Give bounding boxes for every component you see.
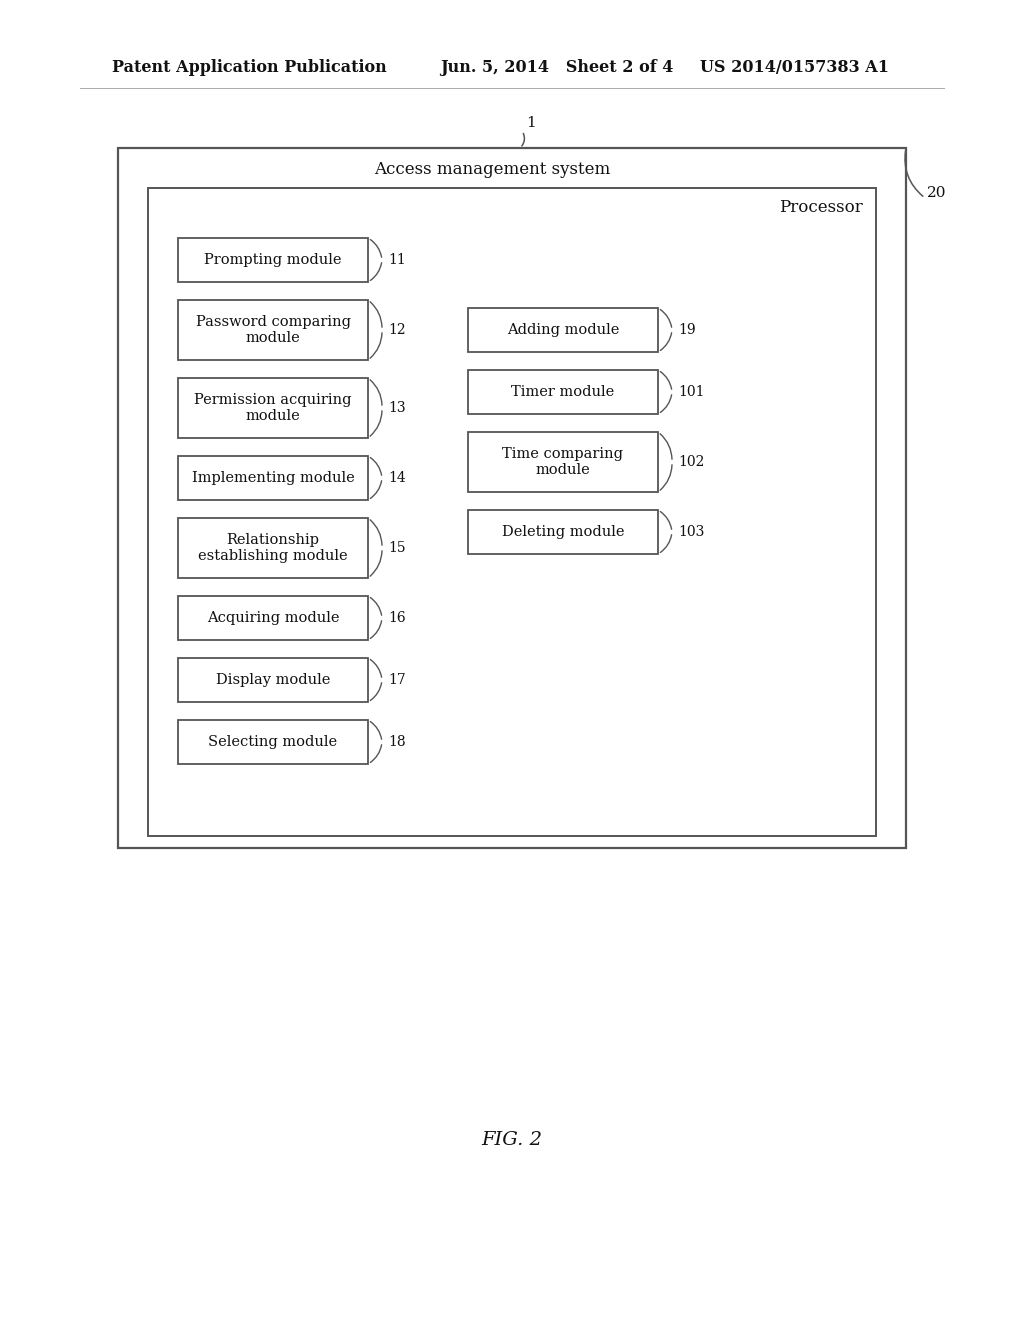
Bar <box>178 455 368 500</box>
Text: Patent Application Publication: Patent Application Publication <box>112 59 387 77</box>
Text: 101: 101 <box>678 385 705 399</box>
Text: 12: 12 <box>388 323 406 337</box>
Bar <box>468 370 658 414</box>
Text: 16: 16 <box>388 611 406 624</box>
Bar <box>178 719 368 764</box>
Text: Permission acquiring
module: Permission acquiring module <box>195 393 352 424</box>
Text: Deleting module: Deleting module <box>502 525 625 539</box>
Text: Acquiring module: Acquiring module <box>207 611 339 624</box>
Bar <box>468 510 658 554</box>
Bar <box>178 300 368 360</box>
Text: 20: 20 <box>927 186 946 201</box>
Text: Access management system: Access management system <box>374 161 610 178</box>
Text: Time comparing
module: Time comparing module <box>503 447 624 477</box>
Text: 19: 19 <box>678 323 695 337</box>
Text: 103: 103 <box>678 525 705 539</box>
Text: Adding module: Adding module <box>507 323 620 337</box>
Bar <box>178 238 368 282</box>
Text: Password comparing
module: Password comparing module <box>196 315 350 345</box>
Text: Implementing module: Implementing module <box>191 471 354 484</box>
Bar <box>148 187 876 836</box>
Text: Processor: Processor <box>779 199 863 216</box>
Bar <box>468 432 658 492</box>
Text: Display module: Display module <box>216 673 330 686</box>
Text: 17: 17 <box>388 673 406 686</box>
Text: FIG. 2: FIG. 2 <box>481 1131 543 1148</box>
Text: Relationship
establishing module: Relationship establishing module <box>199 533 348 564</box>
Text: Timer module: Timer module <box>511 385 614 399</box>
Bar <box>178 657 368 702</box>
Bar <box>468 308 658 352</box>
Text: Selecting module: Selecting module <box>209 735 338 748</box>
Bar <box>118 148 906 847</box>
Text: 15: 15 <box>388 541 406 554</box>
Text: 14: 14 <box>388 471 406 484</box>
Bar <box>178 517 368 578</box>
Text: 1: 1 <box>526 116 536 129</box>
Bar <box>178 378 368 438</box>
Text: 18: 18 <box>388 735 406 748</box>
Text: 13: 13 <box>388 401 406 414</box>
Text: 11: 11 <box>388 253 406 267</box>
Text: Jun. 5, 2014   Sheet 2 of 4: Jun. 5, 2014 Sheet 2 of 4 <box>440 59 674 77</box>
Text: Prompting module: Prompting module <box>204 253 342 267</box>
Bar <box>178 597 368 640</box>
Text: US 2014/0157383 A1: US 2014/0157383 A1 <box>700 59 889 77</box>
Text: 102: 102 <box>678 455 705 469</box>
